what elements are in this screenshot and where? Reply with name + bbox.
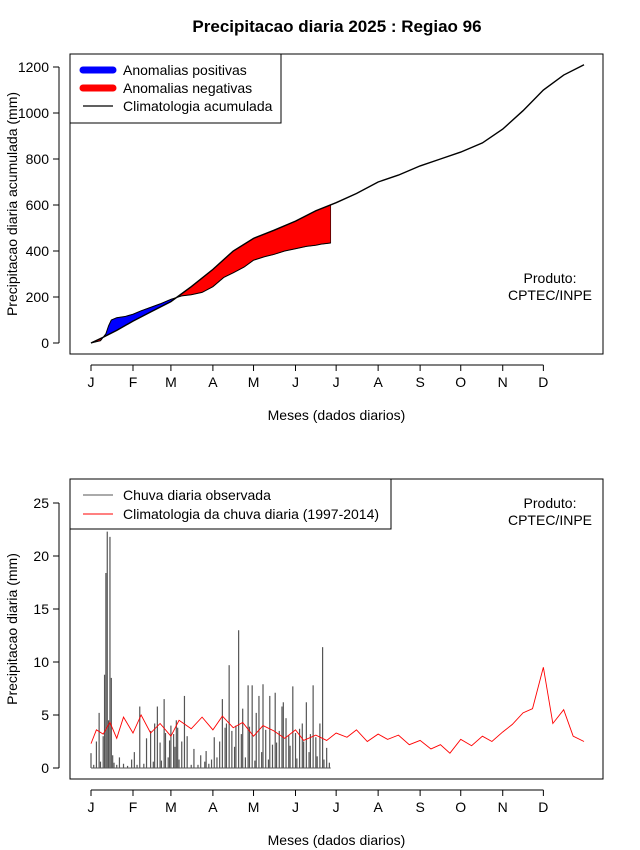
legend-label: Anomalias negativas bbox=[123, 80, 252, 96]
legend: Chuva diaria observada Climatologia da ch… bbox=[69, 478, 392, 530]
product-note-label: Produto: bbox=[524, 270, 577, 286]
legend-label: Anomalias positivas bbox=[123, 62, 247, 78]
y-tick-label: 20 bbox=[33, 548, 49, 564]
legend-label: Climatologia da chuva diaria (1997-2014) bbox=[123, 506, 379, 522]
climatology-daily-line bbox=[90, 667, 585, 754]
legend-label: Chuva diaria observada bbox=[123, 487, 271, 503]
x-tick-label: M bbox=[248, 799, 260, 815]
x-tick-label: A bbox=[373, 374, 383, 390]
x-tick-label: J bbox=[88, 799, 95, 815]
x-tick-label: N bbox=[498, 799, 508, 815]
x-tick-label: D bbox=[538, 799, 548, 815]
y-tick-label: 10 bbox=[33, 654, 49, 670]
x-tick-label: A bbox=[208, 799, 218, 815]
y-axis-label: Precipitacao diaria (mm) bbox=[4, 553, 20, 705]
x-axis-label: Meses (dados diarios) bbox=[268, 407, 406, 423]
y-tick-label: 800 bbox=[26, 151, 50, 167]
product-note-source: CPTEC/INPE bbox=[508, 512, 592, 528]
y-tick-label: 1000 bbox=[18, 105, 49, 121]
x-tick-label: S bbox=[415, 799, 424, 815]
y-tick-label: 5 bbox=[41, 707, 49, 723]
x-tick-label: M bbox=[248, 374, 260, 390]
y-tick-label: 0 bbox=[41, 335, 49, 351]
y-tick-label: 200 bbox=[26, 289, 50, 305]
cumulative-panel: J F M A M J J A S O N D 0 200 400 600 800 1000 1200 Meses … bbox=[4, 53, 604, 423]
legend-label: Climatologia acumulada bbox=[123, 98, 273, 114]
x-tick-label: M bbox=[165, 799, 177, 815]
legend-box bbox=[69, 478, 392, 530]
x-tick-label: J bbox=[88, 374, 95, 390]
axes: J F M A M J J A S O N D 0 200 400 600 800 1000 1200 bbox=[18, 59, 549, 390]
x-tick-label: S bbox=[415, 374, 424, 390]
observed-bars bbox=[90, 531, 331, 769]
x-tick-label: F bbox=[129, 374, 138, 390]
x-tick-label: N bbox=[498, 374, 508, 390]
y-tick-label: 0 bbox=[41, 760, 49, 776]
plot-frame bbox=[69, 53, 604, 355]
x-tick-label: A bbox=[373, 799, 383, 815]
x-tick-label: J bbox=[292, 374, 299, 390]
climatology-line bbox=[90, 667, 585, 754]
y-tick-label: 1200 bbox=[18, 59, 49, 75]
y-tick-label: 400 bbox=[26, 243, 50, 259]
x-tick-label: J bbox=[333, 374, 340, 390]
chart-title: Precipitacao diaria 2025 : Regiao 96 bbox=[192, 17, 481, 36]
y-tick-label: 600 bbox=[26, 197, 50, 213]
x-tick-label: J bbox=[333, 799, 340, 815]
product-note-label: Produto: bbox=[524, 495, 577, 511]
x-tick-label: M bbox=[165, 374, 177, 390]
x-axis-label: Meses (dados diarios) bbox=[268, 832, 406, 848]
observed-cumulative-line bbox=[90, 242, 331, 344]
legend: Anomalias positivas Anomalias negativas Cl… bbox=[69, 53, 282, 124]
x-tick-label: A bbox=[208, 374, 218, 390]
x-tick-label: O bbox=[455, 799, 466, 815]
x-tick-label: D bbox=[538, 374, 548, 390]
anomaly-areas bbox=[90, 204, 332, 344]
y-tick-label: 25 bbox=[33, 495, 49, 511]
y-axis-label: Precipitacao diaria acumulada (mm) bbox=[4, 92, 20, 316]
cumulative-lines bbox=[90, 64, 585, 344]
product-note-source: CPTEC/INPE bbox=[508, 287, 592, 303]
x-tick-label: O bbox=[455, 374, 466, 390]
daily-panel: J F M A M J J A S O N D 0 5 10 15 20 25 Meses (dados diar… bbox=[4, 478, 604, 848]
x-tick-label: J bbox=[292, 799, 299, 815]
axes: J F M A M J J A S O N D 0 5 10 15 20 25 bbox=[33, 495, 548, 815]
y-tick-label: 15 bbox=[33, 601, 49, 617]
x-tick-label: F bbox=[129, 799, 138, 815]
negative-anomaly-area bbox=[177, 204, 332, 298]
climatology-cumulative-line bbox=[90, 64, 585, 344]
